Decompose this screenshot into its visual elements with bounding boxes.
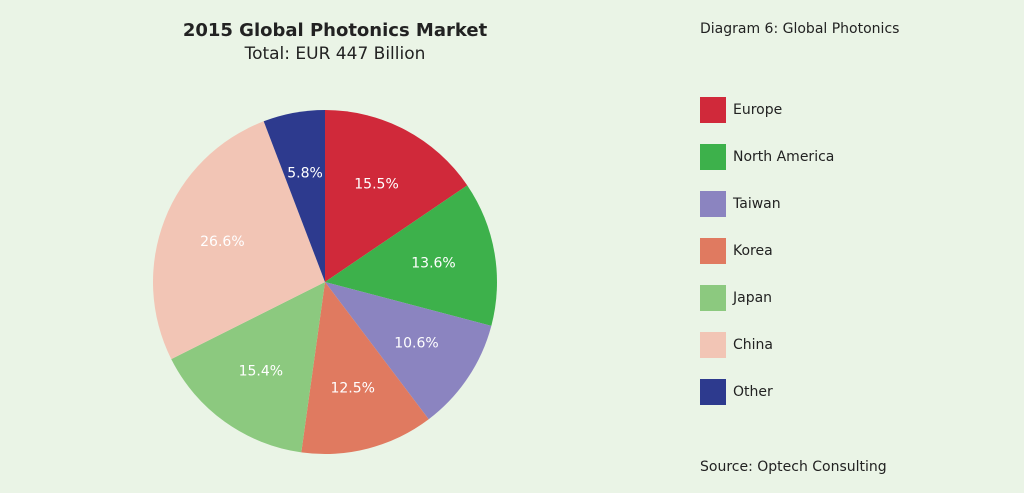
pie-slice <box>325 110 468 282</box>
legend-swatch <box>700 285 726 311</box>
legend-swatch <box>700 97 726 123</box>
legend-label: Other <box>733 384 773 400</box>
pie-slice <box>171 282 325 453</box>
legend-label: Korea <box>733 243 773 259</box>
legend-swatch <box>700 144 726 170</box>
data-label: 13.6% <box>411 255 455 271</box>
legend-label: Taiwan <box>732 196 781 212</box>
legend-label: Europe <box>733 102 782 118</box>
legend-swatch <box>700 332 726 358</box>
caption: Diagram 6: Global Photonics <box>700 21 899 37</box>
source: Source: Optech Consulting <box>700 459 887 475</box>
chart-subtitle: Total: EUR 447 Billion <box>244 44 426 64</box>
pie-slice <box>263 110 325 282</box>
legend-swatch <box>700 191 726 217</box>
data-label: 5.8% <box>287 166 323 182</box>
pie-slice <box>325 282 492 420</box>
legend-label: China <box>733 337 773 353</box>
data-label: 10.6% <box>394 335 438 351</box>
pie-slice <box>301 282 429 454</box>
data-label: 26.6% <box>200 234 244 250</box>
pie-slice <box>152 121 325 360</box>
chart-title: 2015 Global Photonics Market <box>183 20 488 41</box>
data-label: 15.5% <box>354 177 398 193</box>
pie-slice <box>325 185 497 326</box>
data-label: 12.5% <box>330 381 374 397</box>
data-label: 15.4% <box>239 363 283 379</box>
legend-swatch <box>700 379 726 405</box>
legend-swatch <box>700 238 726 264</box>
legend-label: Japan <box>732 290 772 306</box>
legend-label: North America <box>733 149 834 165</box>
